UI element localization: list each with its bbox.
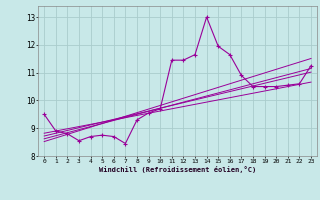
X-axis label: Windchill (Refroidissement éolien,°C): Windchill (Refroidissement éolien,°C) xyxy=(99,166,256,173)
